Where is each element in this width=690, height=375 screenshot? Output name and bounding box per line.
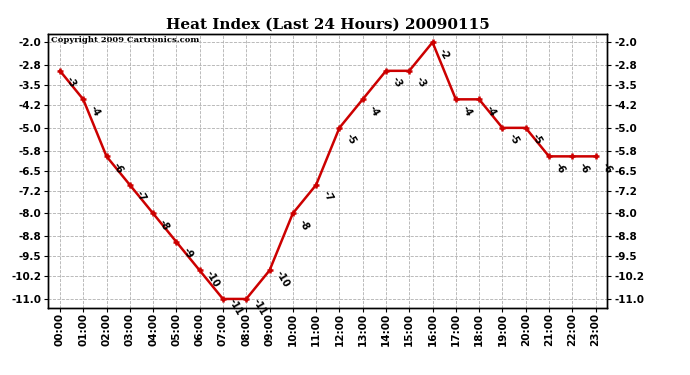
Text: -9: -9 [181, 246, 195, 261]
Text: -3: -3 [390, 75, 404, 90]
Text: -6: -6 [110, 161, 125, 175]
Title: Heat Index (Last 24 Hours) 20090115: Heat Index (Last 24 Hours) 20090115 [166, 17, 490, 31]
Text: -10: -10 [204, 269, 221, 289]
Text: -5: -5 [344, 132, 357, 147]
Text: -4: -4 [367, 104, 381, 118]
Text: -11: -11 [250, 297, 268, 318]
Text: -4: -4 [88, 104, 101, 118]
Text: -6: -6 [576, 161, 591, 175]
Text: -2: -2 [437, 46, 451, 61]
Text: -7: -7 [320, 189, 335, 204]
Text: -4: -4 [483, 104, 497, 118]
Text: -5: -5 [530, 132, 544, 147]
Text: -10: -10 [274, 269, 291, 289]
Text: -7: -7 [134, 189, 148, 204]
Text: -8: -8 [297, 217, 311, 232]
Text: -3: -3 [64, 75, 78, 90]
Text: -4: -4 [460, 104, 474, 118]
Text: -11: -11 [227, 297, 244, 318]
Text: -3: -3 [413, 75, 428, 90]
Text: -6: -6 [553, 161, 567, 175]
Text: Copyright 2009 Cartronics.com: Copyright 2009 Cartronics.com [51, 36, 199, 45]
Text: -6: -6 [600, 161, 614, 175]
Text: -5: -5 [506, 132, 521, 147]
Text: -8: -8 [157, 217, 171, 232]
